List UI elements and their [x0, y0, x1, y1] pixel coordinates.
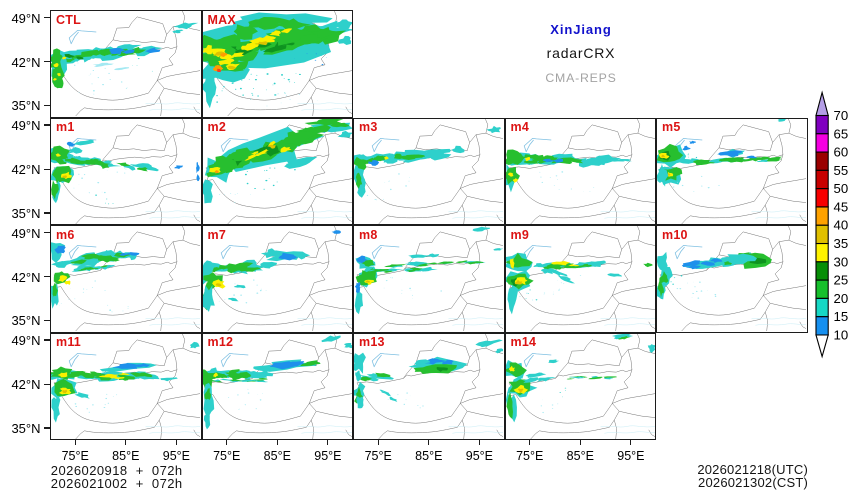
svg-text:60: 60: [834, 145, 849, 160]
svg-text:25: 25: [834, 273, 849, 288]
svg-text:10: 10: [834, 328, 849, 343]
svg-text:15: 15: [834, 309, 849, 324]
svg-text:70: 70: [834, 108, 849, 123]
svg-text:20: 20: [834, 291, 849, 306]
svg-text:65: 65: [834, 126, 849, 141]
svg-text:30: 30: [834, 254, 849, 269]
svg-text:55: 55: [834, 163, 849, 178]
svg-text:50: 50: [834, 181, 849, 196]
svg-text:40: 40: [834, 218, 849, 233]
svg-text:45: 45: [834, 200, 849, 215]
svg-text:35: 35: [834, 236, 849, 251]
